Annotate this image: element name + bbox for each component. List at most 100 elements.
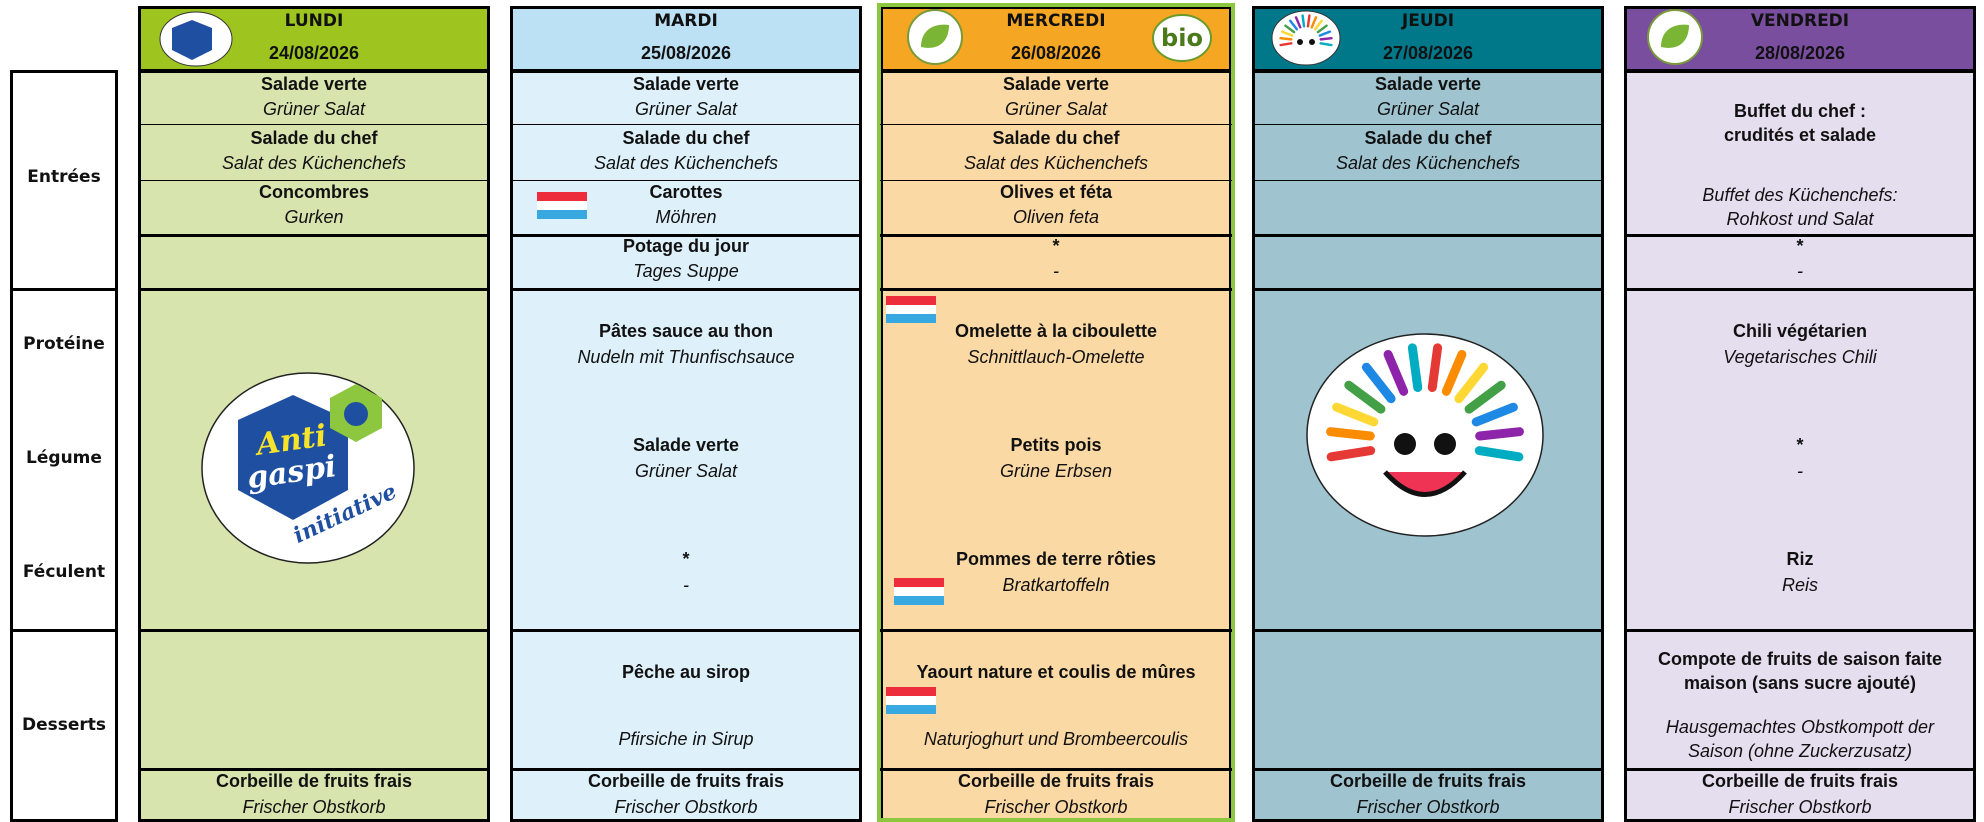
row-divider bbox=[880, 288, 1232, 291]
row-label: Protéine bbox=[23, 334, 105, 354]
leaf-logo bbox=[1647, 9, 1703, 65]
dish-de: Gurken bbox=[284, 207, 344, 227]
dish-de: Möhren bbox=[655, 207, 717, 227]
dish-fr: Salade du chef bbox=[250, 128, 378, 148]
row-divider bbox=[1252, 234, 1604, 237]
flag-icon bbox=[886, 687, 936, 714]
dish-de: Salat des Küchenchefs bbox=[593, 153, 779, 173]
row-divider bbox=[1624, 234, 1976, 237]
day-date: 27/08/2026 bbox=[1382, 43, 1474, 63]
day-date: 24/08/2026 bbox=[268, 43, 360, 63]
smiley-logo bbox=[1306, 333, 1544, 537]
dish-de: Oliven feta bbox=[1012, 207, 1100, 227]
dish-fr: Corbeille de fruits frais bbox=[215, 771, 413, 791]
day-date: 26/08/2026 bbox=[1010, 43, 1102, 63]
dish-fr: Salade du chef bbox=[622, 128, 750, 148]
dish-de: Nudeln mit Thunfischsauce bbox=[577, 347, 795, 367]
dish-de: Naturjoghurt und Brombeercoulis bbox=[923, 729, 1189, 749]
row-label: Entrées bbox=[27, 167, 101, 187]
row-divider bbox=[880, 180, 1232, 181]
dish-de: Grüner Salat bbox=[1004, 99, 1108, 119]
dish-fr: Chili végétarien bbox=[1732, 321, 1868, 341]
row-divider bbox=[510, 234, 862, 237]
dish-fr: Riz bbox=[1786, 549, 1814, 569]
dish-fr: Corbeille de fruits frais bbox=[957, 771, 1155, 791]
row-divider bbox=[10, 288, 118, 291]
row-divider bbox=[1252, 180, 1604, 181]
row-label: Desserts bbox=[21, 715, 107, 735]
antigaspi-logo-small bbox=[159, 11, 233, 67]
dish-fr: Omelette à la ciboulette bbox=[954, 321, 1158, 341]
row-divider bbox=[1624, 629, 1976, 632]
dish-fr: Carottes bbox=[649, 182, 723, 202]
dish-fr: Salade verte bbox=[260, 74, 368, 94]
dish-fr: * bbox=[682, 549, 690, 569]
dish-fr: Pommes de terre rôties bbox=[955, 549, 1157, 569]
row-divider bbox=[880, 629, 1232, 632]
dish-de: Hausgemachtes Obstkompott der Saison (oh… bbox=[1665, 717, 1935, 761]
row-divider bbox=[138, 288, 490, 291]
row-divider bbox=[10, 629, 118, 632]
dish-de: Pfirsiche in Sirup bbox=[618, 729, 754, 749]
dish-de: - bbox=[1053, 261, 1059, 281]
row-divider bbox=[880, 234, 1232, 237]
dish-de: - bbox=[683, 575, 689, 595]
dish-fr: Salade verte bbox=[632, 74, 740, 94]
dish-fr: Buffet du chef : crudités et salade bbox=[1723, 101, 1877, 145]
dish-fr: Salade verte bbox=[632, 435, 740, 455]
day-date: 28/08/2026 bbox=[1754, 43, 1846, 63]
flag-icon bbox=[886, 296, 936, 323]
day-body bbox=[510, 70, 862, 822]
flag-icon bbox=[894, 578, 944, 605]
dish-de: Grüner Salat bbox=[634, 461, 738, 481]
dish-fr: Corbeille de fruits frais bbox=[1329, 771, 1527, 791]
dish-de: Reis bbox=[1781, 575, 1818, 595]
dish-fr: Pêche au sirop bbox=[621, 662, 751, 682]
row-divider bbox=[510, 180, 862, 181]
row-divider bbox=[1252, 768, 1604, 771]
dish-de: Bratkartoffeln bbox=[1002, 575, 1110, 595]
day-body bbox=[880, 70, 1232, 822]
row-divider bbox=[1252, 288, 1604, 291]
dish-fr: Concombres bbox=[258, 182, 370, 202]
dish-de: - bbox=[1797, 261, 1803, 281]
dish-fr: * bbox=[1052, 236, 1060, 256]
dish-fr: Salade verte bbox=[1002, 74, 1110, 94]
row-divider bbox=[1624, 288, 1976, 291]
dish-de: Schnittlauch-Omelette bbox=[967, 347, 1145, 367]
dish-de: Salat des Küchenchefs bbox=[963, 153, 1149, 173]
dish-de: Frischer Obstkorb bbox=[1728, 797, 1872, 817]
row-divider bbox=[138, 768, 490, 771]
row-divider bbox=[138, 234, 490, 237]
day-header bbox=[510, 6, 862, 72]
dish-de: - bbox=[1797, 461, 1803, 481]
highlight-border bbox=[877, 3, 1235, 822]
row-label: Féculent bbox=[22, 562, 106, 582]
row-divider bbox=[138, 629, 490, 632]
dish-de: Frischer Obstkorb bbox=[614, 797, 758, 817]
row-divider bbox=[510, 288, 862, 291]
dish-fr: Potage du jour bbox=[623, 236, 749, 256]
dish-de: Salat des Küchenchefs bbox=[221, 153, 407, 173]
row-divider bbox=[1624, 768, 1976, 771]
dish-fr: Petits pois bbox=[1010, 435, 1102, 455]
dish-fr: Corbeille de fruits frais bbox=[587, 771, 785, 791]
dish-fr: * bbox=[1796, 435, 1804, 455]
dish-de: Grüner Salat bbox=[1376, 99, 1480, 119]
logo-text: bio bbox=[1161, 24, 1203, 52]
dish-de: Frischer Obstkorb bbox=[242, 797, 386, 817]
row-divider bbox=[138, 124, 490, 125]
day-name: MARDI bbox=[654, 11, 718, 31]
dish-fr: Corbeille de fruits frais bbox=[1701, 771, 1899, 791]
dish-de: Buffet des Küchenchefs: Rohkost und Sala… bbox=[1702, 185, 1898, 229]
day-name: LUNDI bbox=[284, 11, 344, 31]
smiley-logo-small bbox=[1271, 10, 1341, 66]
dish-fr: * bbox=[1796, 236, 1804, 256]
day-name: MERCREDI bbox=[1006, 11, 1106, 31]
dish-de: Frischer Obstkorb bbox=[1356, 797, 1500, 817]
day-date: 25/08/2026 bbox=[640, 43, 732, 63]
row-divider bbox=[510, 124, 862, 125]
